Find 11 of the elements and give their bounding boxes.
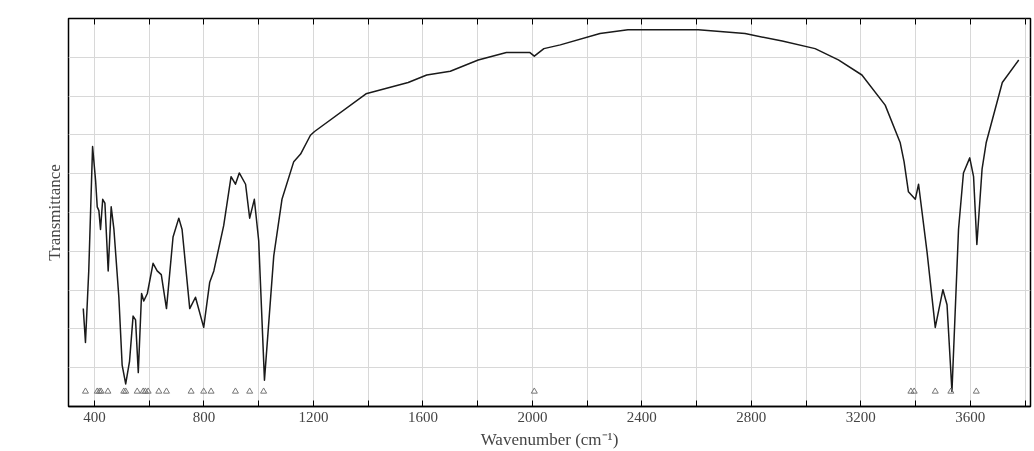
x-tick-label: 3600 <box>955 408 986 425</box>
x-tick-label: 2400 <box>626 408 657 425</box>
x-tick-label: 1200 <box>298 408 329 425</box>
y-axis-title: Transmittance <box>44 164 64 261</box>
x-tick-label: 1600 <box>407 408 438 425</box>
x-axis-title: Wavenumber (cm⁻¹) <box>480 429 619 449</box>
x-tick-label: 3200 <box>845 408 876 425</box>
x-tick-label: 400 <box>83 408 106 425</box>
x-tick-label: 2800 <box>736 408 767 425</box>
x-tick-label: 2000 <box>517 408 548 425</box>
x-tick-label: 800 <box>192 408 216 425</box>
